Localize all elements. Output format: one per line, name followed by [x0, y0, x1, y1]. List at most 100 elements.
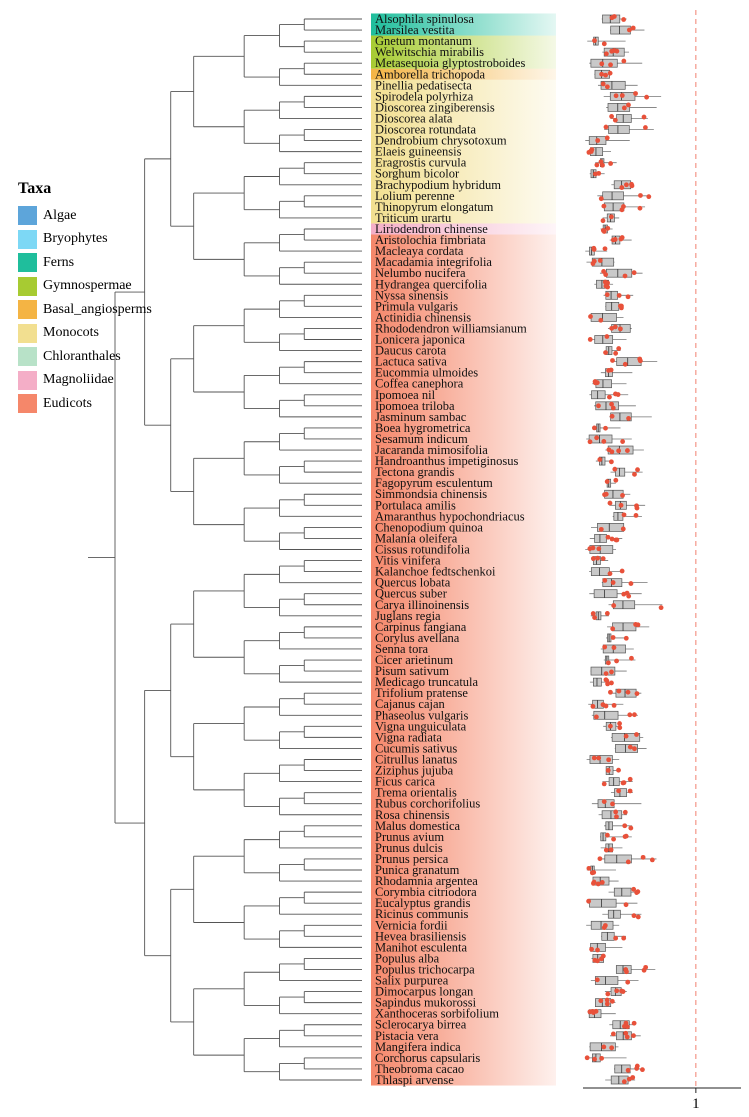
data-point: [623, 635, 629, 641]
data-point: [608, 367, 614, 373]
legend-label: Basal_angiosperms: [43, 301, 152, 317]
taxon-label: Marsilea vestita: [375, 23, 455, 37]
data-point: [624, 1034, 630, 1040]
phylogenetic-tree: [88, 18, 362, 1081]
data-point: [598, 317, 604, 323]
data-point: [604, 84, 610, 90]
data-point: [619, 185, 625, 190]
taxon-label: Carpinus fangiana: [375, 620, 467, 634]
legend-label: Gymnospermae: [43, 278, 132, 294]
taxon-label: Fagopyrum esculentum: [375, 476, 493, 490]
data-point: [604, 832, 610, 838]
data-point: [591, 245, 597, 251]
data-point: [602, 279, 608, 285]
data-point: [611, 702, 617, 708]
data-point: [615, 392, 621, 397]
data-point: [612, 117, 618, 123]
data-point: [623, 1030, 629, 1036]
data-point: [586, 898, 592, 904]
data-point: [624, 969, 629, 975]
taxon-label: Amaranthus hypochondriacus: [375, 509, 525, 523]
data-point: [595, 947, 600, 953]
taxon-label: Lolium perenne: [375, 189, 455, 203]
taxon-label: Macleaya cordata: [375, 244, 464, 258]
legend-label: Eudicots: [43, 395, 92, 411]
data-point: [658, 605, 664, 611]
data-point: [609, 669, 614, 675]
data-point: [630, 25, 636, 31]
legend-title: Taxa: [18, 180, 52, 197]
data-point: [602, 644, 608, 650]
taxon-label: Cissus rotundifolia: [375, 543, 470, 557]
taxon-label: Ipomoea nil: [375, 388, 436, 402]
data-point: [620, 526, 626, 532]
data-point: [603, 124, 609, 130]
data-point: [593, 380, 599, 386]
data-point: [601, 925, 607, 931]
taxon-label: Pinellia pedatisecta: [375, 78, 472, 92]
data-point: [625, 859, 631, 865]
legend-item-bryophytes: Bryophytes: [18, 228, 188, 252]
taxon-label: Portulaca amilis: [375, 498, 456, 512]
data-point: [621, 105, 627, 111]
data-point: [587, 337, 593, 342]
data-point: [609, 15, 615, 21]
taxon-label: Triticum urartu: [375, 211, 452, 225]
box: [589, 898, 617, 908]
box: [590, 920, 614, 930]
data-point: [646, 194, 652, 200]
taxon-label: Hevea brasiliensis: [375, 929, 466, 943]
data-point: [637, 205, 643, 211]
box: [601, 931, 615, 941]
data-point: [637, 358, 643, 364]
taxon-label: Phaseolus vulgaris: [375, 708, 469, 722]
legend-swatch: [18, 347, 37, 367]
data-point: [622, 809, 628, 815]
taxon-label: Ficus carica: [375, 775, 435, 789]
data-point: [596, 546, 602, 552]
box: [594, 534, 607, 543]
data-point: [608, 214, 614, 220]
data-point: [600, 953, 606, 959]
data-point: [603, 72, 608, 78]
box: [593, 677, 602, 687]
data-point: [626, 102, 631, 108]
data-point: [589, 946, 595, 952]
data-point: [635, 622, 641, 628]
data-point: [587, 439, 593, 445]
taxon-label: Eragrostis curvula: [375, 156, 467, 170]
taxon-label: Handroanthus impetiginosus: [375, 454, 519, 468]
data-point: [632, 712, 637, 718]
box: [608, 125, 630, 134]
data-point: [619, 93, 625, 98]
box: [594, 335, 614, 344]
data-point: [621, 512, 627, 518]
box: [601, 810, 623, 820]
x-tick-label: 1: [692, 1096, 700, 1112]
data-point: [607, 394, 612, 400]
taxon-label: Corchorus capsularis: [375, 1051, 480, 1065]
data-point: [625, 689, 631, 695]
taxon-label: Spirodela polyrhiza: [375, 89, 474, 103]
data-point: [625, 294, 631, 300]
data-point: [616, 346, 622, 351]
taxon-label: Cucumis sativus: [375, 741, 457, 755]
data-point: [605, 534, 611, 540]
legend-swatch: [18, 323, 37, 343]
data-point: [632, 746, 637, 752]
data-point: [601, 203, 607, 209]
data-point: [606, 447, 612, 453]
taxon-label: Rubus corchorifolius: [375, 797, 480, 811]
legend-label: Monocots: [43, 325, 99, 341]
legend-item-eudicots: Eudicots: [18, 392, 188, 416]
data-point: [607, 723, 613, 729]
data-point: [614, 48, 620, 54]
data-point: [605, 660, 611, 666]
data-point: [596, 403, 601, 409]
data-point: [595, 881, 601, 887]
data-point: [633, 512, 639, 518]
taxon-label: Rhodamnia argentea: [375, 874, 478, 888]
boxplot-panel: 1: [583, 10, 741, 1112]
box: [614, 788, 627, 797]
